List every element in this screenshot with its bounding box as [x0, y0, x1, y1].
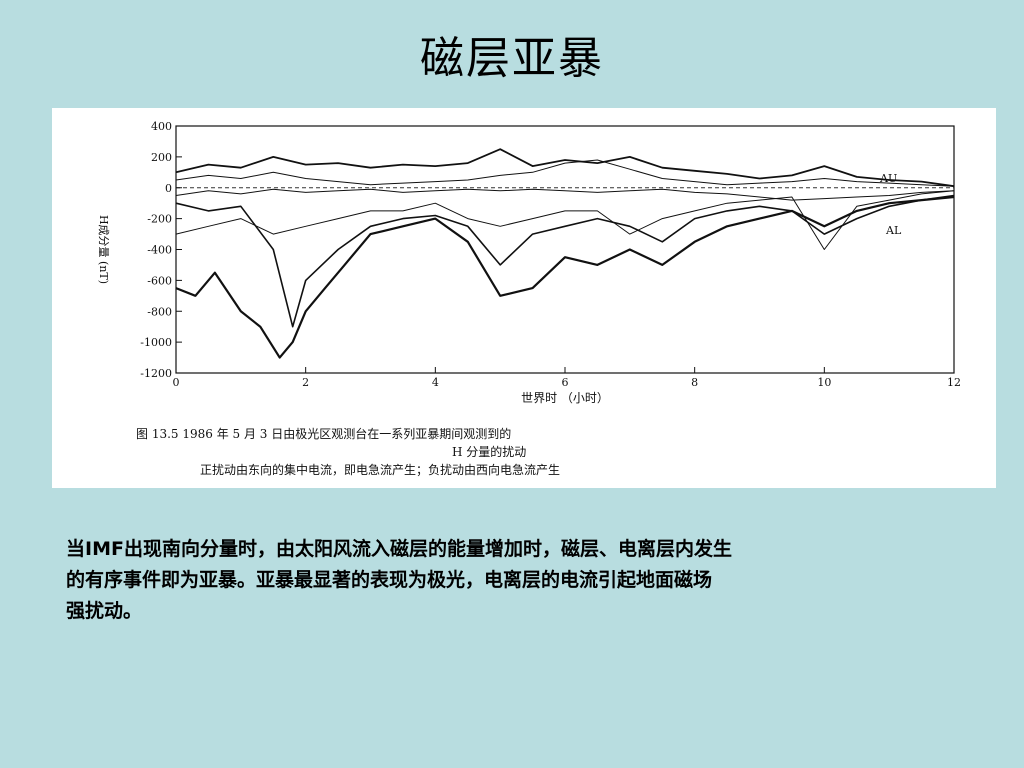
slide-title: 磁层亚暴 — [420, 33, 604, 84]
x-tick-label: 10 — [817, 376, 831, 389]
y-tick-label: 200 — [151, 151, 172, 164]
x-tick-label: 12 — [947, 376, 961, 389]
x-tick-label: 4 — [432, 376, 439, 389]
chart-figure: 400 200 0 -200 -400 -600 -800 -1000 -1200 0 2 4 6 8 10… — [52, 108, 996, 488]
y-tick-label: -1200 — [140, 367, 172, 380]
annotation-au: AU — [879, 172, 897, 185]
y-axis-label: H成分量 (nT) — [97, 215, 110, 284]
series-line — [175, 195, 955, 359]
x-tick-label: 0 — [173, 376, 180, 389]
x-tick-label: 6 — [562, 376, 569, 389]
body-line: 的有序事件即为亚暴。亚暴最显著的表现为极光，电离层的电流引起地面磁场 — [66, 569, 713, 591]
x-tick-label: 2 — [302, 376, 309, 389]
y-tick-label: -400 — [147, 244, 172, 257]
y-tick-label: 0 — [165, 182, 172, 195]
y-tick-label: -200 — [147, 213, 172, 226]
series-line — [175, 148, 955, 188]
series-line — [175, 188, 955, 201]
body-line: 当IMF出现南向分量时，由太阳风流入磁层的能量增加时，磁层、电离层内发生 — [66, 538, 732, 560]
series-line — [175, 194, 955, 328]
y-tick-label: -600 — [147, 274, 172, 287]
series-line — [175, 159, 955, 187]
series-line — [175, 190, 955, 250]
x-axis-label: 世界时 （小时） — [521, 391, 609, 405]
y-tick-label: -800 — [147, 305, 172, 318]
body-text: 当IMF出现南向分量时，由太阳风流入磁层的能量增加时，磁层、电离层内发生 的有序… — [66, 534, 966, 627]
caption-line-1: 图 13.5 1986 年 5 月 3 日由极光区观测台在一系列亚暴期间观测到的 — [136, 426, 511, 441]
caption-line-3: 正扰动由东向的集中电流，即电急流产生；负扰动由西向电急流产生 — [200, 462, 560, 477]
caption-line-2: H 分量的扰动 — [452, 444, 526, 459]
x-tick-label: 8 — [691, 376, 698, 389]
y-tick-label: -1000 — [140, 336, 172, 349]
body-line: 强扰动。 — [66, 600, 143, 622]
y-tick-label: 400 — [151, 120, 172, 133]
annotation-al: AL — [885, 224, 902, 237]
